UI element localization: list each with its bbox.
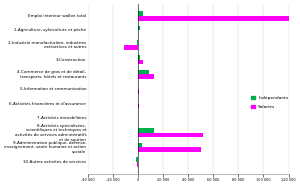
Bar [138,89,139,94]
Bar [138,128,154,133]
Bar [136,157,138,162]
Bar [138,143,142,147]
Bar [138,16,289,20]
Bar [138,74,154,79]
Legend: Indépendants, Salariés: Indépendants, Salariés [251,96,288,109]
Bar [138,133,203,137]
Bar [138,60,143,64]
Bar [137,162,138,167]
Bar [138,26,140,31]
Bar [138,11,143,16]
Bar [138,147,201,152]
Bar [137,40,138,45]
Bar [138,55,140,60]
Bar [138,104,139,108]
Bar [138,70,149,74]
Bar [124,45,138,50]
